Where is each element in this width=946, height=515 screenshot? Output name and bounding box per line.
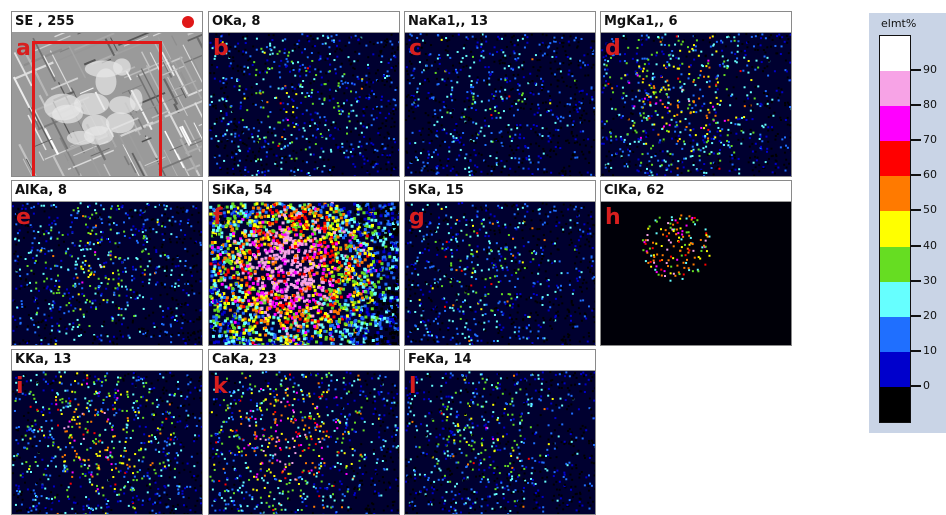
map-tile-letter: i	[16, 376, 24, 398]
color-scale-bar	[879, 35, 911, 423]
map-tile-letter: l	[409, 376, 417, 398]
map-tile-letter: g	[409, 207, 425, 229]
element-map-image	[209, 33, 399, 176]
map-tile-header: ClKa, 62	[601, 181, 791, 202]
color-scale-tick	[911, 280, 921, 282]
map-tile-al[interactable]: AlKa, 8 e	[11, 180, 203, 346]
color-scale-title: elmt%	[881, 17, 916, 30]
color-scale-tick-label: 20	[923, 309, 937, 322]
map-tile-letter: k	[213, 376, 228, 398]
color-scale-tick-label: 30	[923, 274, 937, 287]
se-image	[12, 33, 202, 176]
map-tile-header: OKa, 8	[209, 12, 399, 33]
element-map-image	[209, 202, 399, 345]
map-tile-se[interactable]: SE , 255 a	[11, 11, 203, 177]
color-scale-segment	[880, 176, 910, 212]
map-tile-letter: b	[213, 38, 229, 60]
color-scale-segment	[880, 317, 910, 353]
map-tile-header: SE , 255	[12, 12, 202, 33]
map-tile-header: CaKa, 23	[209, 350, 399, 371]
map-tile-header: KKa, 13	[12, 350, 202, 371]
color-scale-segment	[880, 247, 910, 283]
map-tile-header: MgKa1,, 6	[601, 12, 791, 33]
map-tile-letter: h	[605, 207, 621, 229]
element-map-image	[209, 371, 399, 514]
map-tile-si[interactable]: SiKa, 54 f	[208, 180, 400, 346]
map-tile-header: NaKa1,, 13	[405, 12, 595, 33]
element-map-image	[601, 202, 791, 345]
selection-rectangle[interactable]	[32, 41, 162, 176]
color-scale-tick	[911, 174, 921, 176]
map-tile-ca[interactable]: CaKa, 23 k	[208, 349, 400, 515]
color-scale-tick-label: 50	[923, 203, 937, 216]
color-scale-tick	[911, 139, 921, 141]
color-scale-segment	[880, 211, 910, 247]
map-tile-header: SiKa, 54	[209, 181, 399, 202]
record-indicator-icon	[182, 16, 194, 28]
color-scale-segment	[880, 141, 910, 177]
map-tile-cl[interactable]: ClKa, 62 h	[600, 180, 792, 346]
map-tile-s[interactable]: SKa, 15 g	[404, 180, 596, 346]
map-tile-header: FeKa, 14	[405, 350, 595, 371]
color-scale-tick-label: 90	[923, 63, 937, 76]
map-tile-fe[interactable]: FeKa, 14 l	[404, 349, 596, 515]
color-scale-tick	[911, 209, 921, 211]
element-map-image	[12, 202, 202, 345]
color-scale-tick-label: 0	[923, 379, 930, 392]
map-tile-letter: a	[16, 38, 31, 60]
element-map-image	[405, 371, 595, 514]
color-scale-tick-label: 40	[923, 239, 937, 252]
element-map-image	[405, 33, 595, 176]
map-tile-letter: d	[605, 38, 621, 60]
color-scale-segment	[880, 106, 910, 142]
color-scale-segment	[880, 71, 910, 107]
color-scale-tick	[911, 104, 921, 106]
color-scale-tick-label: 10	[923, 344, 937, 357]
element-map-image	[12, 371, 202, 514]
color-scale-tick-label: 60	[923, 168, 937, 181]
color-scale-segment	[880, 36, 910, 72]
color-scale-segment	[880, 387, 910, 423]
color-scale-tick	[911, 350, 921, 352]
map-tile-o[interactable]: OKa, 8 b	[208, 11, 400, 177]
map-tile-letter: c	[409, 38, 422, 60]
map-tile-k[interactable]: KKa, 13 i	[11, 349, 203, 515]
map-tile-letter: f	[213, 207, 223, 229]
color-scale-tick-label: 70	[923, 133, 937, 146]
element-map-image	[601, 33, 791, 176]
color-scale-panel: elmt% 90 80 70 60 50 40 30 20 10 0	[869, 13, 946, 433]
element-map-image	[405, 202, 595, 345]
map-tile-letter: e	[16, 207, 31, 229]
map-tile-header: AlKa, 8	[12, 181, 202, 202]
map-tile-header: SKa, 15	[405, 181, 595, 202]
color-scale-tick	[911, 245, 921, 247]
map-tile-mg[interactable]: MgKa1,, 6 d	[600, 11, 792, 177]
map-tile-na[interactable]: NaKa1,, 13 c	[404, 11, 596, 177]
color-scale-tick	[911, 69, 921, 71]
color-scale-segment	[880, 352, 910, 388]
color-scale-tick	[911, 385, 921, 387]
color-scale-tick	[911, 315, 921, 317]
color-scale-tick-label: 80	[923, 98, 937, 111]
color-scale-segment	[880, 282, 910, 318]
